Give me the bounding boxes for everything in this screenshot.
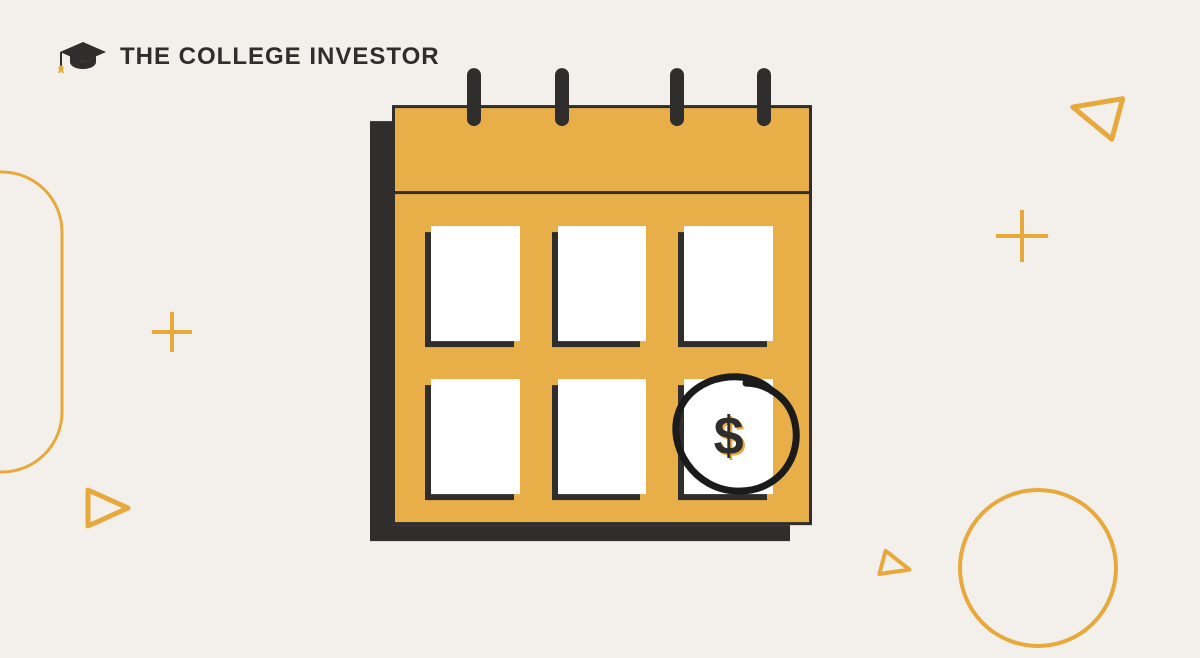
brand-text: THE COLLEGE INVESTOR (120, 43, 440, 71)
binder-ring-1 (467, 68, 481, 126)
brand-lockup: THE COLLEGE INVESTOR (58, 40, 440, 74)
cell-face (684, 226, 773, 341)
calendar-cell-1 (431, 226, 520, 341)
cell-face (558, 379, 647, 494)
calendar-cell-5 (558, 379, 647, 494)
calendar-cell-4 (431, 379, 520, 494)
pill-left-shape (0, 170, 80, 490)
binder-ring-2 (555, 68, 569, 126)
infographic-canvas: THE COLLEGE INVESTOR (0, 0, 1200, 628)
cell-face (431, 226, 520, 341)
triangle-bl-icon (78, 478, 138, 538)
cell-face (431, 379, 520, 494)
plus-left-icon (148, 308, 196, 356)
calendar-illustration: $ (370, 93, 830, 563)
dollar-sign-icon: $ (714, 404, 744, 466)
graduation-cap-icon (58, 40, 108, 74)
calendar-header (395, 108, 809, 194)
plus-right-icon (992, 206, 1052, 266)
triangle-tr-icon (1052, 70, 1138, 156)
cell-face: $ (684, 379, 773, 494)
calendar-cell-3 (684, 226, 773, 341)
calendar-grid: $ (425, 218, 779, 502)
calendar-cell-6-payday: $ (684, 379, 773, 494)
binder-ring-3 (670, 68, 684, 126)
cell-face (558, 226, 647, 341)
triangle-br-small-icon (869, 539, 923, 593)
calendar-cell-2 (558, 226, 647, 341)
binder-ring-4 (757, 68, 771, 126)
partial-circle-br-icon (948, 478, 1128, 658)
calendar-body: $ (392, 105, 812, 525)
cap-shape (59, 42, 107, 73)
